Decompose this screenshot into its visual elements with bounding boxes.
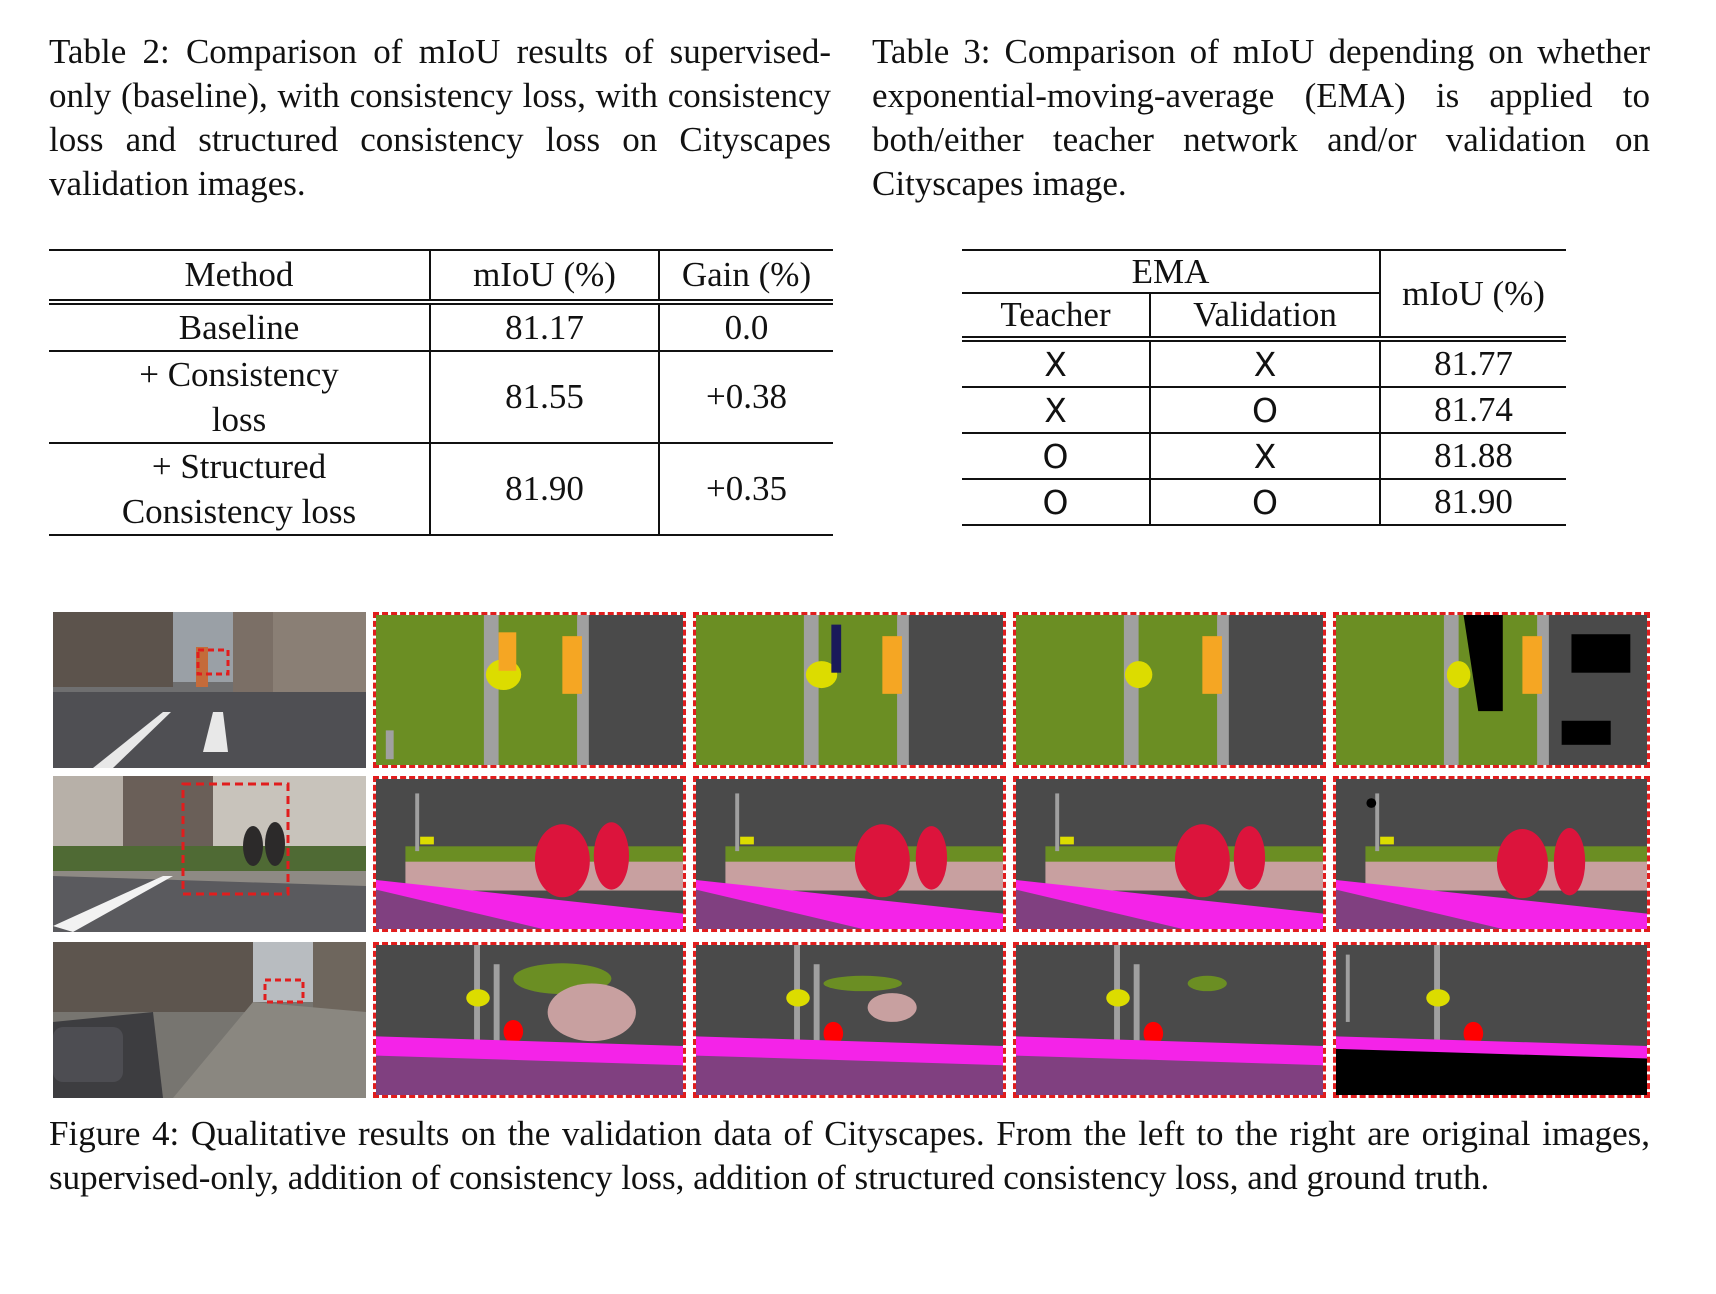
table3-miou: 81.74 xyxy=(1379,386,1566,433)
table2-method-line1: + Consistency xyxy=(139,355,339,394)
table3-header-miou: mIoU (%) xyxy=(1379,250,1566,342)
original-image-street-1 xyxy=(53,612,366,768)
ground-truth-2 xyxy=(1333,776,1650,932)
segmentation-consistency-loss-1 xyxy=(693,612,1006,768)
table3-validation: O xyxy=(1149,386,1380,433)
table3-miou: 81.88 xyxy=(1379,432,1566,479)
table3-teacher: O xyxy=(962,432,1150,479)
ground-truth-3 xyxy=(1333,942,1650,1098)
table2-method: + Structured Consistency loss xyxy=(49,442,430,535)
figure4-caption: Figure 4: Qualitative results on the val… xyxy=(49,1114,1650,1197)
table-row: X O 81.74 xyxy=(962,386,1566,433)
table-row: + Structured Consistency loss 81.90 +0.3… xyxy=(49,442,833,535)
table3-header-validation: Validation xyxy=(1149,292,1380,342)
table3-teacher: O xyxy=(962,478,1150,525)
original-image-street-2 xyxy=(53,776,366,932)
segmentation-structured-consistency-1 xyxy=(1013,612,1326,768)
segmentation-consistency-loss-3 xyxy=(693,942,1006,1098)
original-image-street-3 xyxy=(53,942,366,1098)
table2-miou: 81.55 xyxy=(429,350,659,443)
segmentation-structured-consistency-2 xyxy=(1013,776,1326,932)
table-row: O O 81.90 xyxy=(962,478,1566,525)
table3-validation: X xyxy=(1149,432,1380,479)
ground-truth-1 xyxy=(1333,612,1650,768)
segmentation-structured-consistency-3 xyxy=(1013,942,1326,1098)
table2-method-line2: loss xyxy=(211,400,267,439)
table2-method: + Consistency loss xyxy=(49,350,430,443)
table2: Method mIoU (%) Gain (%) Baseline 81.17 … xyxy=(49,249,833,536)
table-row: + Consistency loss 81.55 +0.38 xyxy=(49,350,833,443)
segmentation-consistency-loss-2 xyxy=(693,776,1006,932)
table2-method: Baseline xyxy=(49,301,430,351)
table3-header-teacher: Teacher xyxy=(962,292,1150,342)
table2-gain: +0.38 xyxy=(658,350,833,443)
segmentation-supervised-only-2 xyxy=(373,776,686,932)
table2-gain: 0.0 xyxy=(658,301,833,351)
table-row: Baseline 81.17 0.0 xyxy=(49,301,833,351)
table3: EMA mIoU (%) Teacher Validation X X 81.7… xyxy=(962,249,1566,526)
table3-caption: Table 3: Comparison of mIoU depending on… xyxy=(872,32,1650,203)
table2-header-gain: Gain (%) xyxy=(658,250,833,305)
table2-header-miou: mIoU (%) xyxy=(429,250,659,305)
table2-caption: Table 2: Comparison of mIoU results of s… xyxy=(49,32,831,203)
table3-teacher: X xyxy=(962,338,1150,387)
table3-validation: X xyxy=(1149,338,1380,387)
table2-method-line1: + Structured xyxy=(151,447,327,486)
table3-miou: 81.77 xyxy=(1379,338,1566,387)
table3-validation: O xyxy=(1149,478,1380,525)
table2-header-method: Method xyxy=(49,250,430,305)
table-row: X X 81.77 xyxy=(962,338,1566,387)
table2-miou: 81.17 xyxy=(429,301,659,351)
table-row: O X 81.88 xyxy=(962,432,1566,479)
table3-miou: 81.90 xyxy=(1379,478,1566,525)
figure4-image-grid xyxy=(53,612,1650,1098)
table3-group-header: EMA xyxy=(1131,251,1210,291)
table3-teacher: X xyxy=(962,386,1150,433)
segmentation-supervised-only-1 xyxy=(373,612,686,768)
segmentation-supervised-only-3 xyxy=(373,942,686,1098)
table2-method-line2: Consistency loss xyxy=(121,492,357,531)
table2-gain: +0.35 xyxy=(658,442,833,535)
table2-miou: 81.90 xyxy=(429,442,659,535)
